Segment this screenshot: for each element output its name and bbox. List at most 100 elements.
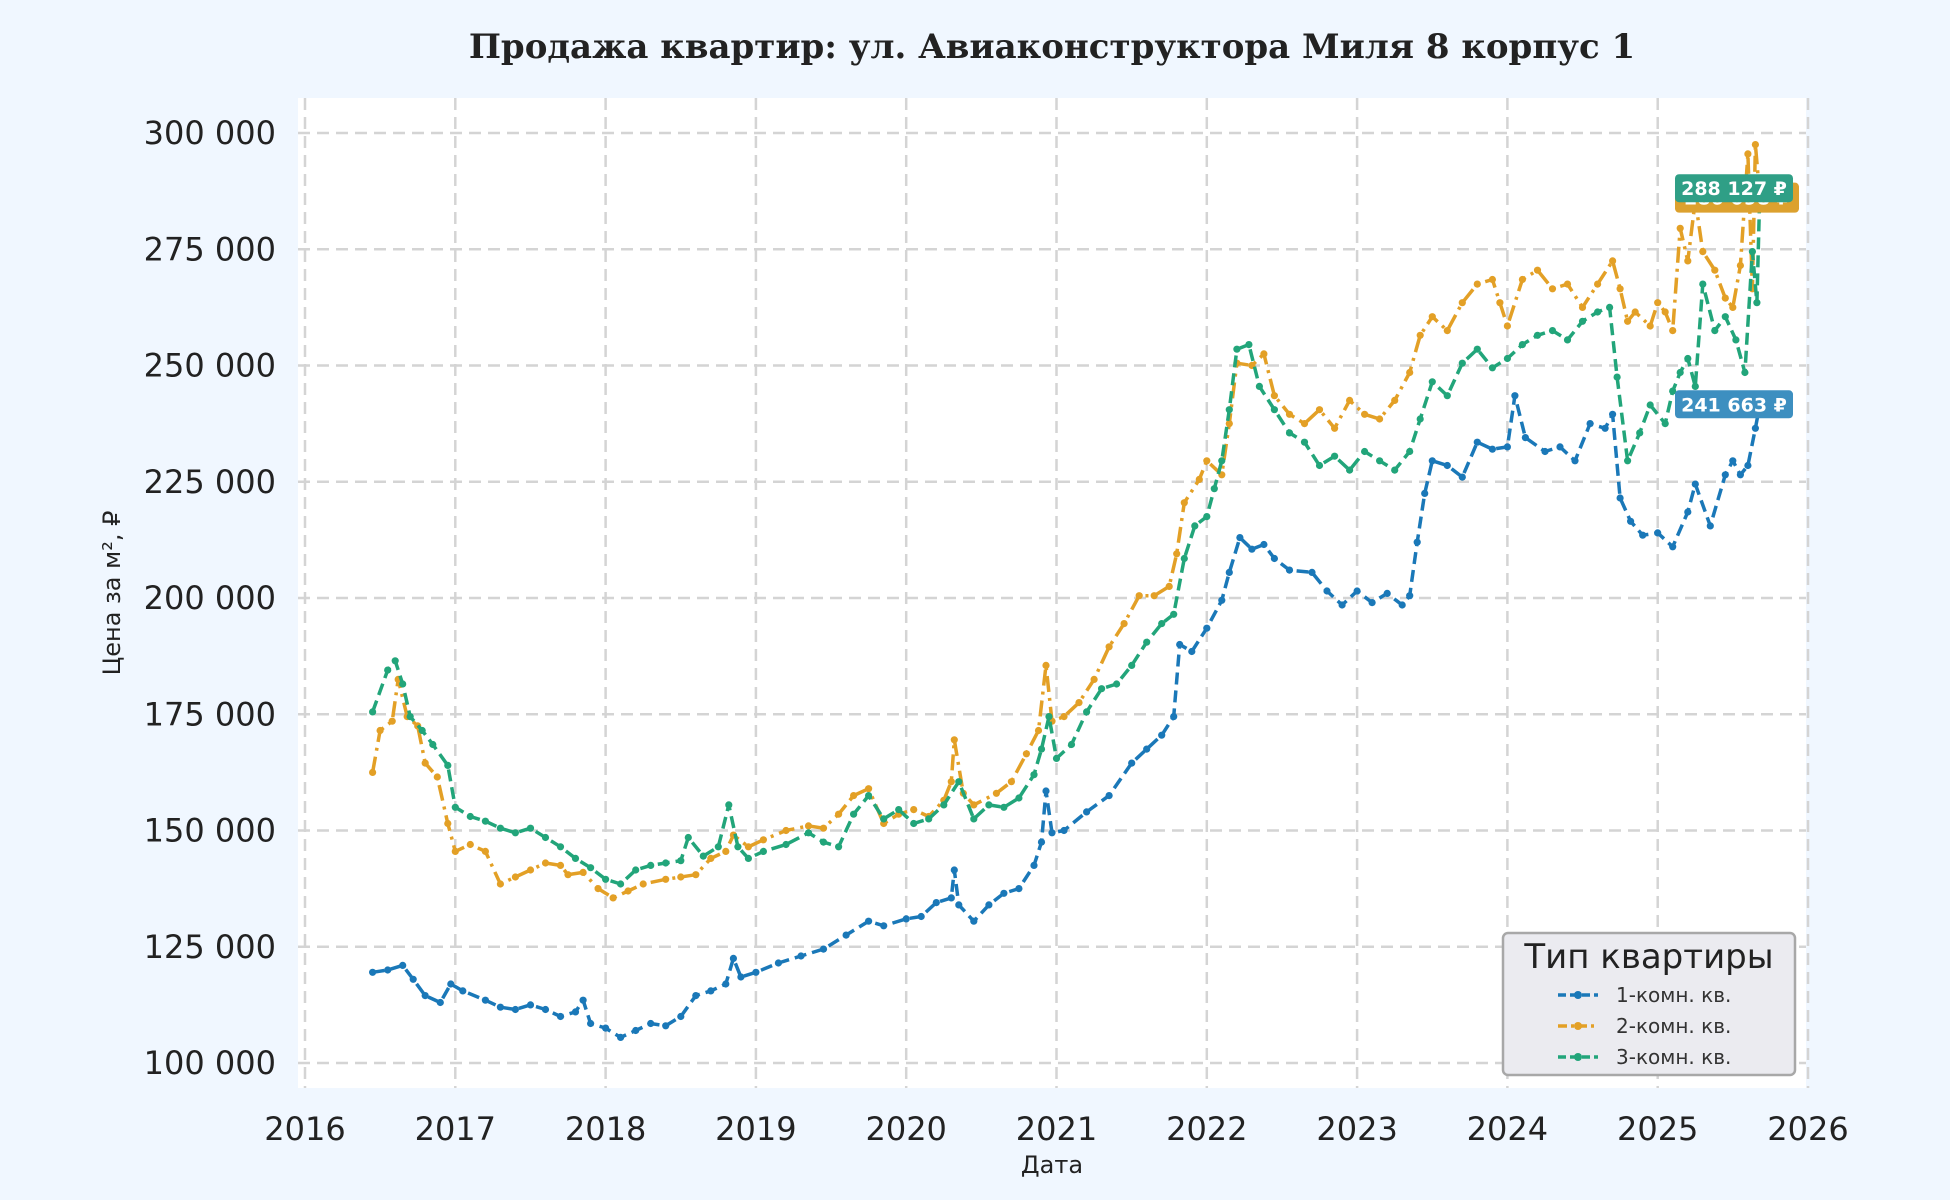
data-point bbox=[865, 785, 873, 793]
data-point bbox=[632, 1026, 640, 1035]
data-point bbox=[1518, 341, 1526, 349]
data-point bbox=[1338, 601, 1346, 609]
data-point bbox=[774, 959, 783, 967]
data-point bbox=[1075, 699, 1083, 707]
data-point bbox=[1037, 838, 1046, 846]
data-point bbox=[1260, 350, 1268, 358]
data-point bbox=[1684, 354, 1692, 363]
data-point bbox=[1699, 280, 1707, 288]
data-point bbox=[433, 773, 441, 781]
data-point bbox=[1143, 745, 1151, 753]
data-point bbox=[1661, 308, 1669, 316]
data-point bbox=[1729, 457, 1737, 465]
data-point bbox=[947, 778, 955, 786]
data-point bbox=[1601, 424, 1609, 432]
data-point bbox=[1721, 471, 1729, 479]
end-value-badge-box bbox=[1675, 390, 1793, 419]
data-point bbox=[1361, 447, 1369, 456]
data-point bbox=[1052, 754, 1061, 763]
data-point bbox=[1458, 473, 1466, 481]
data-point bbox=[1473, 438, 1481, 446]
data-point bbox=[1225, 568, 1233, 577]
x-tick-label: 2020 bbox=[865, 1110, 946, 1148]
data-point bbox=[1413, 538, 1421, 546]
data-point bbox=[1067, 740, 1076, 749]
data-point bbox=[1654, 529, 1662, 537]
x-tick-label: 2022 bbox=[1166, 1110, 1247, 1148]
data-point bbox=[1180, 499, 1188, 507]
data-point bbox=[447, 980, 455, 988]
data-point bbox=[895, 806, 903, 814]
data-point bbox=[409, 975, 417, 983]
data-point bbox=[1691, 480, 1699, 488]
data-point bbox=[1639, 531, 1647, 539]
data-point bbox=[1391, 396, 1399, 404]
x-axis-label: Дата bbox=[1021, 1151, 1083, 1179]
data-point bbox=[985, 901, 993, 909]
data-point bbox=[955, 901, 963, 909]
data-point bbox=[579, 996, 587, 1004]
data-point bbox=[782, 840, 790, 849]
x-tick-label: 2026 bbox=[1767, 1110, 1848, 1148]
data-point bbox=[1676, 224, 1684, 232]
end-value-label: 241 663 ₽ bbox=[1681, 394, 1787, 416]
data-point bbox=[759, 847, 768, 856]
data-point bbox=[1346, 396, 1354, 404]
data-point bbox=[699, 852, 707, 860]
data-point bbox=[1218, 457, 1226, 465]
data-point bbox=[1711, 327, 1719, 335]
data-point bbox=[1128, 661, 1136, 670]
data-point bbox=[369, 968, 377, 976]
data-point bbox=[835, 843, 843, 851]
data-point bbox=[1245, 341, 1253, 349]
data-point bbox=[647, 1019, 655, 1028]
data-point bbox=[759, 836, 768, 844]
data-point bbox=[1233, 345, 1241, 353]
data-point bbox=[1048, 829, 1056, 837]
data-point bbox=[1331, 452, 1339, 460]
data-point bbox=[1563, 280, 1572, 288]
data-point bbox=[940, 801, 948, 809]
data-point bbox=[1406, 447, 1414, 456]
end-labels: 286 098 ₽288 127 ₽241 663 ₽ bbox=[1675, 174, 1799, 419]
data-point bbox=[1203, 457, 1211, 465]
data-point bbox=[406, 713, 414, 721]
data-point bbox=[1533, 331, 1542, 339]
data-point bbox=[1191, 522, 1199, 530]
data-point bbox=[1609, 410, 1617, 418]
data-point bbox=[1571, 457, 1579, 465]
data-point bbox=[369, 768, 377, 777]
y-axis-label: Цена за м², ₽ bbox=[98, 511, 126, 676]
data-point bbox=[647, 861, 655, 870]
data-point bbox=[602, 875, 610, 883]
x-tick-label: 2016 bbox=[264, 1110, 345, 1148]
data-point bbox=[1428, 313, 1436, 321]
grid bbox=[298, 98, 1810, 1088]
data-point bbox=[729, 954, 738, 963]
data-point bbox=[725, 801, 733, 809]
data-point bbox=[1736, 471, 1744, 479]
data-point bbox=[1646, 401, 1654, 409]
data-point bbox=[1669, 327, 1677, 335]
data-point bbox=[1225, 420, 1233, 428]
data-point bbox=[865, 792, 873, 800]
data-point bbox=[1586, 420, 1594, 428]
data-point bbox=[541, 833, 550, 842]
x-tick-label: 2017 bbox=[415, 1110, 496, 1148]
data-point bbox=[1428, 378, 1436, 386]
data-point bbox=[1541, 447, 1549, 456]
data-point bbox=[1037, 745, 1046, 753]
data-point bbox=[1135, 592, 1143, 600]
y-tick-label: 275 000 bbox=[144, 230, 276, 268]
data-point bbox=[734, 843, 742, 851]
data-point bbox=[1090, 675, 1098, 684]
data-point bbox=[950, 736, 958, 744]
data-point bbox=[1030, 861, 1038, 870]
data-point bbox=[639, 880, 647, 888]
data-point bbox=[369, 708, 377, 716]
data-point bbox=[925, 815, 933, 823]
data-point bbox=[842, 931, 850, 939]
data-point bbox=[1300, 438, 1309, 446]
data-point bbox=[526, 1001, 535, 1009]
legend-marker bbox=[1574, 1053, 1582, 1061]
